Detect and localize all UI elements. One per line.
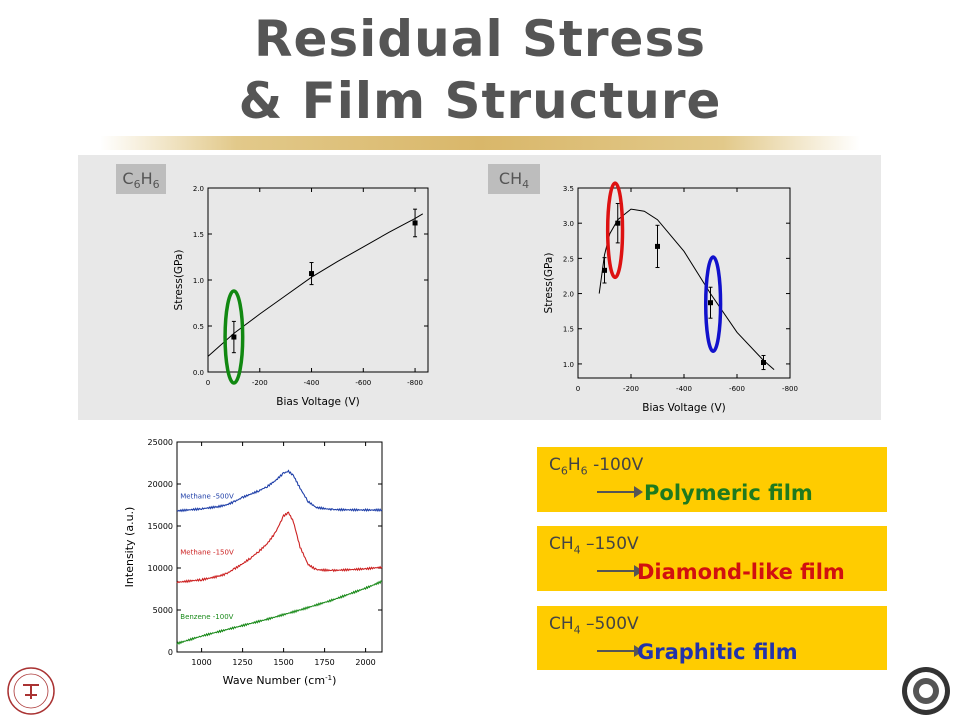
x-tick-label: -400	[304, 379, 320, 387]
y-tick-label: 0.0	[193, 369, 204, 377]
y-tick-label: 1.5	[563, 326, 574, 334]
chart-tag-c6h6: C6H6	[116, 164, 166, 194]
x-axis-label-end: )	[332, 674, 336, 687]
plot-frame	[577, 187, 791, 379]
tag-ch4-sub: 4	[522, 178, 530, 192]
tag-c6h6-text-h: H	[140, 169, 153, 188]
data-point	[602, 267, 607, 273]
tag-c6h6-text-c: C	[122, 169, 134, 188]
highlight-ellipse	[605, 181, 625, 280]
result-film: Graphitic film	[637, 640, 798, 664]
page-title-line-1: Residual Stress	[254, 10, 706, 68]
data-point	[761, 360, 766, 366]
data-point	[412, 220, 418, 226]
data-point	[309, 271, 315, 277]
x-tick-label: -600	[355, 379, 371, 387]
ch4-stress-chart: 0 -200 -400 -600 -800 1.0 1.5 2.0 2.5 3.0 3.5 Bias …	[543, 181, 798, 414]
x-tick-label: 1500	[273, 658, 293, 667]
data-point	[708, 300, 713, 306]
x-tick-label: 0	[206, 379, 210, 387]
highlight-ellipse	[223, 289, 245, 385]
x-axis-label: Bias Voltage (V)	[642, 402, 725, 414]
highlight-ellipse	[703, 255, 723, 354]
x-tick-label: 1750	[314, 658, 334, 667]
y-tick-label: 25000	[148, 438, 173, 447]
y-axis-label: Stress(GPa)	[543, 253, 555, 314]
data-point	[655, 243, 660, 249]
series-label: Methane -150V	[180, 549, 234, 557]
fit-curve	[207, 213, 424, 357]
y-tick-label: 3.5	[563, 185, 574, 193]
x-tick-label: 0	[576, 385, 580, 393]
page-title-line-2: & Film Structure	[238, 72, 722, 130]
x-axis-label-base: Wave Number (cm	[223, 674, 325, 687]
y-tick-label: 2.5	[563, 255, 574, 263]
x-axis-label: Wave Number (cm-1)	[223, 674, 337, 687]
stress-charts-panel	[78, 155, 881, 420]
y-tick-label: 2.0	[563, 291, 574, 299]
x-tick-label: -600	[729, 385, 745, 393]
x-tick-label: -800	[407, 379, 423, 387]
series-label: Methane -500V	[180, 492, 234, 500]
tag-ch4-text: CH	[498, 169, 523, 188]
data-point	[231, 334, 237, 340]
x-tick-label: -200	[623, 385, 639, 393]
y-tick-label: 1.5	[193, 231, 204, 239]
result-film: Diamond-like film	[637, 560, 845, 584]
y-axis-label: Stress(GPa)	[173, 250, 185, 311]
y-axis-label: Intensity (a.u.)	[123, 507, 136, 588]
x-axis-label: Bias Voltage (V)	[276, 396, 359, 408]
arrow-icon	[597, 645, 643, 657]
series-label: Benzene -100V	[180, 613, 233, 621]
c6h6-stress-chart: 0 -200 -400 -600 -800 0.0 0.5 1.0 1.5 2.0 Bias Vol…	[173, 185, 429, 408]
spectrum-line	[176, 469, 383, 513]
result-film: Polymeric film	[644, 481, 813, 505]
x-axis-label-sup: -1	[325, 674, 332, 682]
y-tick-label: 1.0	[193, 277, 204, 285]
chart-tag-ch4: CH4	[488, 164, 540, 194]
result-box-c6h6: C6H6 -100V Polymeric film	[537, 447, 887, 512]
x-tick-label: -800	[782, 385, 798, 393]
x-tick-label: 1250	[232, 658, 252, 667]
arrow-icon	[597, 486, 643, 498]
y-tick-label: 2.0	[193, 185, 204, 193]
arrow-icon	[597, 565, 643, 577]
title-divider	[100, 136, 860, 150]
y-tick-label: 15000	[148, 522, 173, 531]
result-condition: CH4 –150V	[549, 534, 639, 557]
kist-logo-icon	[7, 667, 55, 715]
result-box-ch4-150: CH4 –150V Diamond-like film	[537, 526, 887, 591]
y-tick-label: 20000	[148, 480, 173, 489]
y-tick-label: 3.0	[563, 220, 574, 228]
y-tick-label: 1.0	[563, 361, 574, 369]
fit-curve	[598, 208, 775, 370]
tag-c6h6-sub-1: 6	[133, 178, 141, 192]
result-condition: CH4 –500V	[549, 614, 639, 637]
university-seal-icon	[902, 667, 950, 715]
x-tick-label: 2000	[355, 658, 375, 667]
x-tick-label: 1000	[191, 658, 211, 667]
y-tick-label: 0.5	[193, 323, 204, 331]
data-point	[615, 220, 621, 226]
spectrum-line	[176, 580, 383, 646]
y-tick-label: 0	[168, 648, 173, 657]
tag-c6h6-sub-2: 6	[152, 178, 160, 192]
x-tick-label: -200	[252, 379, 268, 387]
result-condition: C6H6 -100V	[549, 455, 644, 478]
y-tick-label: 10000	[148, 564, 173, 573]
x-tick-label: -400	[676, 385, 692, 393]
spectrum-line	[176, 511, 383, 584]
raman-spectra-chart: 1000 1250 1500 1750 200005000100001500020000…	[123, 438, 383, 687]
result-box-ch4-500: CH4 –500V Graphitic film	[537, 606, 887, 670]
y-tick-label: 5000	[153, 606, 173, 615]
